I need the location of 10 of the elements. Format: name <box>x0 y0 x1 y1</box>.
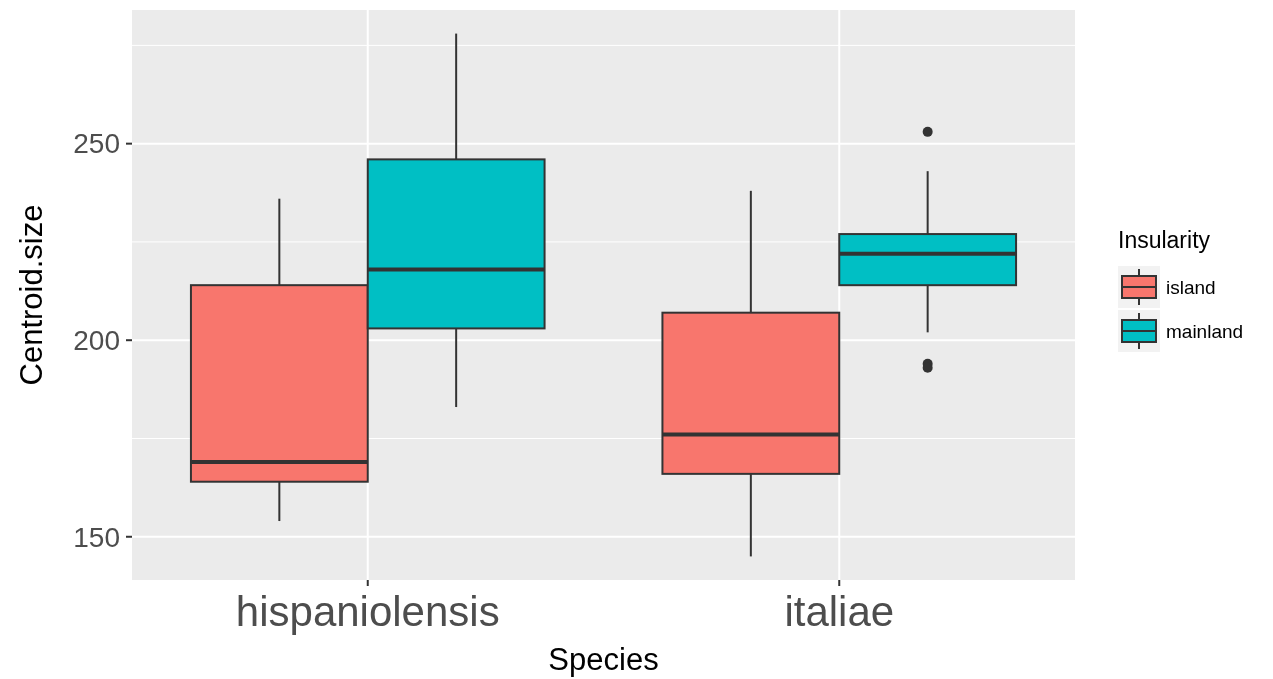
y-tick-label: 200 <box>73 325 120 357</box>
x-axis-title: Species <box>548 642 659 677</box>
y-tick-label: 150 <box>73 521 120 553</box>
legend-title: Insularity <box>1118 227 1211 253</box>
legend-label: island <box>1166 276 1216 298</box>
y-tick-label: 250 <box>73 128 120 160</box>
x-tick-label: hispaniolensis <box>235 588 500 635</box>
legend-label: mainland <box>1166 320 1244 342</box>
x-tick-label: italiae <box>784 588 895 635</box>
y-axis-title: Centroid.size <box>14 204 49 386</box>
